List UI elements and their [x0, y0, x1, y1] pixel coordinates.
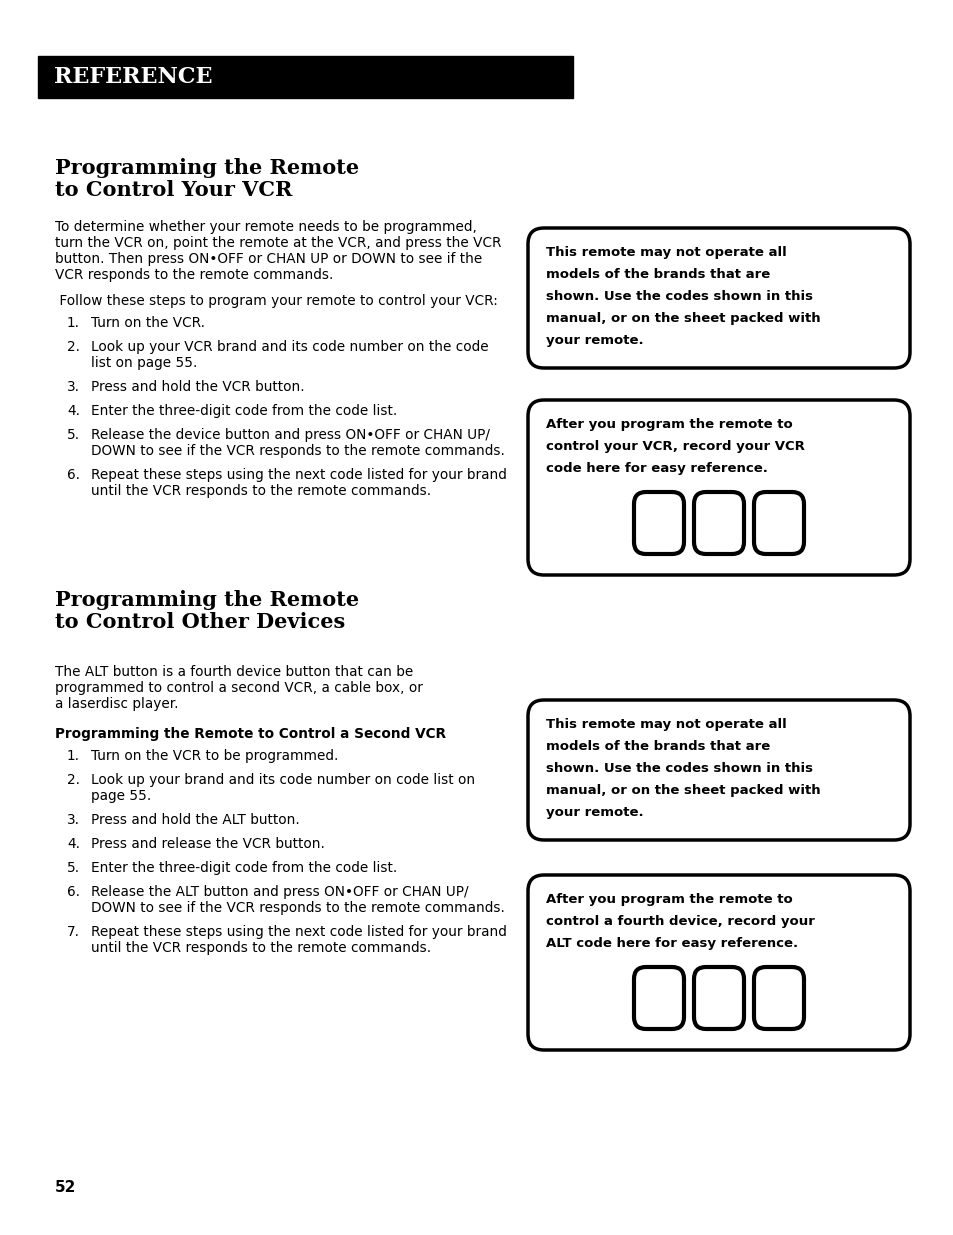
Text: list on page 55.: list on page 55. — [91, 356, 197, 370]
Text: 52: 52 — [55, 1179, 76, 1195]
Text: to Control Other Devices: to Control Other Devices — [55, 613, 345, 632]
Text: manual, or on the sheet packed with: manual, or on the sheet packed with — [545, 312, 820, 325]
Text: control your VCR, record your VCR: control your VCR, record your VCR — [545, 440, 804, 453]
Text: Look up your VCR brand and its code number on the code: Look up your VCR brand and its code numb… — [91, 340, 488, 354]
Text: ALT code here for easy reference.: ALT code here for easy reference. — [545, 937, 798, 950]
Text: Press and hold the ALT button.: Press and hold the ALT button. — [91, 813, 299, 827]
Text: VCR responds to the remote commands.: VCR responds to the remote commands. — [55, 268, 333, 282]
Text: 6.: 6. — [67, 468, 80, 482]
Text: code here for easy reference.: code here for easy reference. — [545, 462, 767, 475]
Text: to Control Your VCR: to Control Your VCR — [55, 180, 292, 200]
Text: 7.: 7. — [67, 925, 80, 939]
Text: until the VCR responds to the remote commands.: until the VCR responds to the remote com… — [91, 484, 431, 498]
Text: This remote may not operate all: This remote may not operate all — [545, 246, 786, 259]
Text: This remote may not operate all: This remote may not operate all — [545, 718, 786, 731]
Text: Release the ALT button and press ON•OFF or CHAN UP/: Release the ALT button and press ON•OFF … — [91, 885, 468, 899]
Text: Turn on the VCR.: Turn on the VCR. — [91, 316, 205, 330]
Text: After you program the remote to: After you program the remote to — [545, 417, 792, 431]
Text: 4.: 4. — [67, 837, 80, 851]
Text: DOWN to see if the VCR responds to the remote commands.: DOWN to see if the VCR responds to the r… — [91, 902, 504, 915]
Text: until the VCR responds to the remote commands.: until the VCR responds to the remote com… — [91, 941, 431, 955]
Text: Programming the Remote: Programming the Remote — [55, 158, 358, 178]
FancyBboxPatch shape — [527, 228, 909, 368]
Text: 2.: 2. — [67, 773, 80, 787]
Text: DOWN to see if the VCR responds to the remote commands.: DOWN to see if the VCR responds to the r… — [91, 445, 504, 458]
FancyBboxPatch shape — [753, 967, 803, 1029]
Text: 5.: 5. — [67, 861, 80, 876]
Text: Release the device button and press ON•OFF or CHAN UP/: Release the device button and press ON•O… — [91, 429, 490, 442]
Text: button. Then press ON•OFF or CHAN UP or DOWN to see if the: button. Then press ON•OFF or CHAN UP or … — [55, 252, 482, 266]
Text: Enter the three-digit code from the code list.: Enter the three-digit code from the code… — [91, 404, 396, 417]
Text: 6.: 6. — [67, 885, 80, 899]
Text: a laserdisc player.: a laserdisc player. — [55, 697, 178, 711]
Text: Repeat these steps using the next code listed for your brand: Repeat these steps using the next code l… — [91, 468, 506, 482]
Text: The ALT button is a fourth device button that can be: The ALT button is a fourth device button… — [55, 664, 413, 679]
Text: 3.: 3. — [67, 380, 80, 394]
FancyBboxPatch shape — [693, 492, 743, 555]
Text: page 55.: page 55. — [91, 789, 152, 803]
FancyBboxPatch shape — [527, 700, 909, 840]
Text: 2.: 2. — [67, 340, 80, 354]
Text: REFERENCE: REFERENCE — [54, 65, 213, 88]
Text: Programming the Remote to Control a Second VCR: Programming the Remote to Control a Seco… — [55, 727, 446, 741]
Text: Press and release the VCR button.: Press and release the VCR button. — [91, 837, 325, 851]
Text: your remote.: your remote. — [545, 333, 643, 347]
Text: shown. Use the codes shown in this: shown. Use the codes shown in this — [545, 290, 812, 303]
Text: manual, or on the sheet packed with: manual, or on the sheet packed with — [545, 784, 820, 797]
FancyBboxPatch shape — [527, 876, 909, 1050]
Text: To determine whether your remote needs to be programmed,: To determine whether your remote needs t… — [55, 220, 476, 233]
Text: programmed to control a second VCR, a cable box, or: programmed to control a second VCR, a ca… — [55, 680, 422, 695]
FancyBboxPatch shape — [634, 967, 683, 1029]
Text: models of the brands that are: models of the brands that are — [545, 740, 769, 753]
Text: Programming the Remote: Programming the Remote — [55, 590, 358, 610]
FancyBboxPatch shape — [693, 967, 743, 1029]
Text: Look up your brand and its code number on code list on: Look up your brand and its code number o… — [91, 773, 475, 787]
Text: Turn on the VCR to be programmed.: Turn on the VCR to be programmed. — [91, 748, 338, 763]
Text: After you program the remote to: After you program the remote to — [545, 893, 792, 906]
Text: 1.: 1. — [67, 316, 80, 330]
Text: Repeat these steps using the next code listed for your brand: Repeat these steps using the next code l… — [91, 925, 506, 939]
Text: control a fourth device, record your: control a fourth device, record your — [545, 915, 814, 927]
FancyBboxPatch shape — [753, 492, 803, 555]
Text: 3.: 3. — [67, 813, 80, 827]
Text: turn the VCR on, point the remote at the VCR, and press the VCR: turn the VCR on, point the remote at the… — [55, 236, 501, 249]
Text: models of the brands that are: models of the brands that are — [545, 268, 769, 282]
Text: 1.: 1. — [67, 748, 80, 763]
FancyBboxPatch shape — [527, 400, 909, 576]
Text: 4.: 4. — [67, 404, 80, 417]
Text: 5.: 5. — [67, 429, 80, 442]
FancyBboxPatch shape — [634, 492, 683, 555]
Text: Follow these steps to program your remote to control your VCR:: Follow these steps to program your remot… — [55, 294, 497, 308]
Bar — [38, 56, 573, 98]
Text: Press and hold the VCR button.: Press and hold the VCR button. — [91, 380, 304, 394]
Text: Enter the three-digit code from the code list.: Enter the three-digit code from the code… — [91, 861, 396, 876]
Text: shown. Use the codes shown in this: shown. Use the codes shown in this — [545, 762, 812, 776]
Text: your remote.: your remote. — [545, 806, 643, 819]
